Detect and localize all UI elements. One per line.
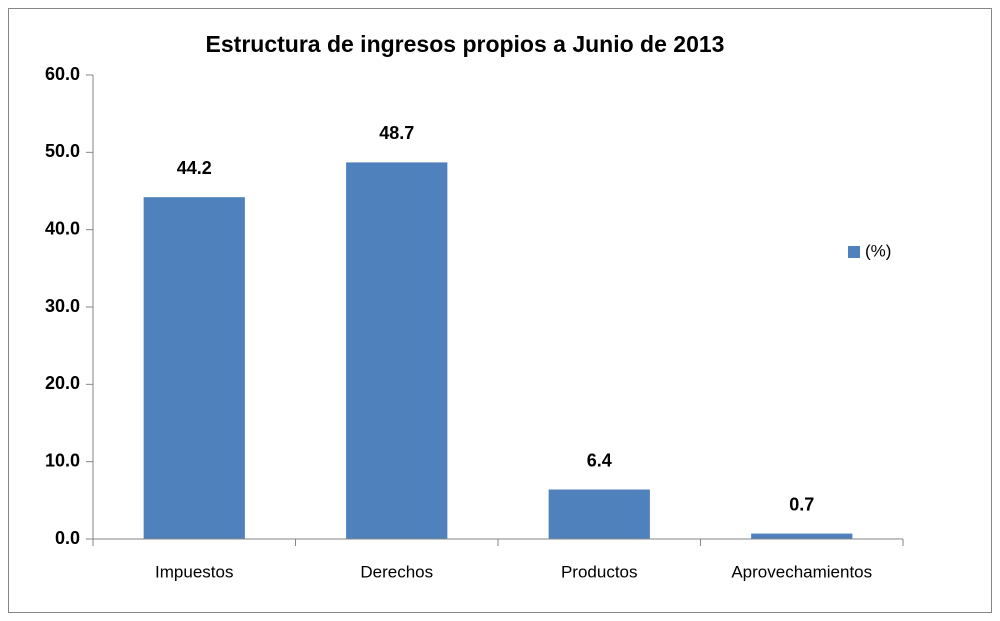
data-label: 48.7 xyxy=(379,123,414,143)
chart-title: Estructura de ingresos propios a Junio d… xyxy=(206,31,725,57)
y-tick-label: 40.0 xyxy=(45,218,80,238)
y-tick-label: 10.0 xyxy=(45,450,80,470)
y-tick-label: 20.0 xyxy=(45,373,80,393)
bar xyxy=(346,162,448,540)
y-tick-label: 60.0 xyxy=(45,64,80,84)
y-tick-label: 0.0 xyxy=(55,528,80,548)
data-label: 0.7 xyxy=(789,494,814,514)
bar xyxy=(548,489,650,539)
y-tick-label: 50.0 xyxy=(45,141,80,161)
x-tick-label: Derechos xyxy=(360,562,433,581)
x-tick-label: Productos xyxy=(561,562,638,581)
y-tick-label: 30.0 xyxy=(45,296,80,316)
legend-label: (%) xyxy=(865,241,891,260)
bar xyxy=(143,197,245,540)
data-label: 6.4 xyxy=(587,450,612,470)
x-tick-label: Impuestos xyxy=(155,562,233,581)
data-label: 44.2 xyxy=(177,158,212,178)
bar xyxy=(751,533,853,539)
legend-swatch xyxy=(848,246,860,258)
x-tick-label: Aprovechamientos xyxy=(731,562,872,581)
